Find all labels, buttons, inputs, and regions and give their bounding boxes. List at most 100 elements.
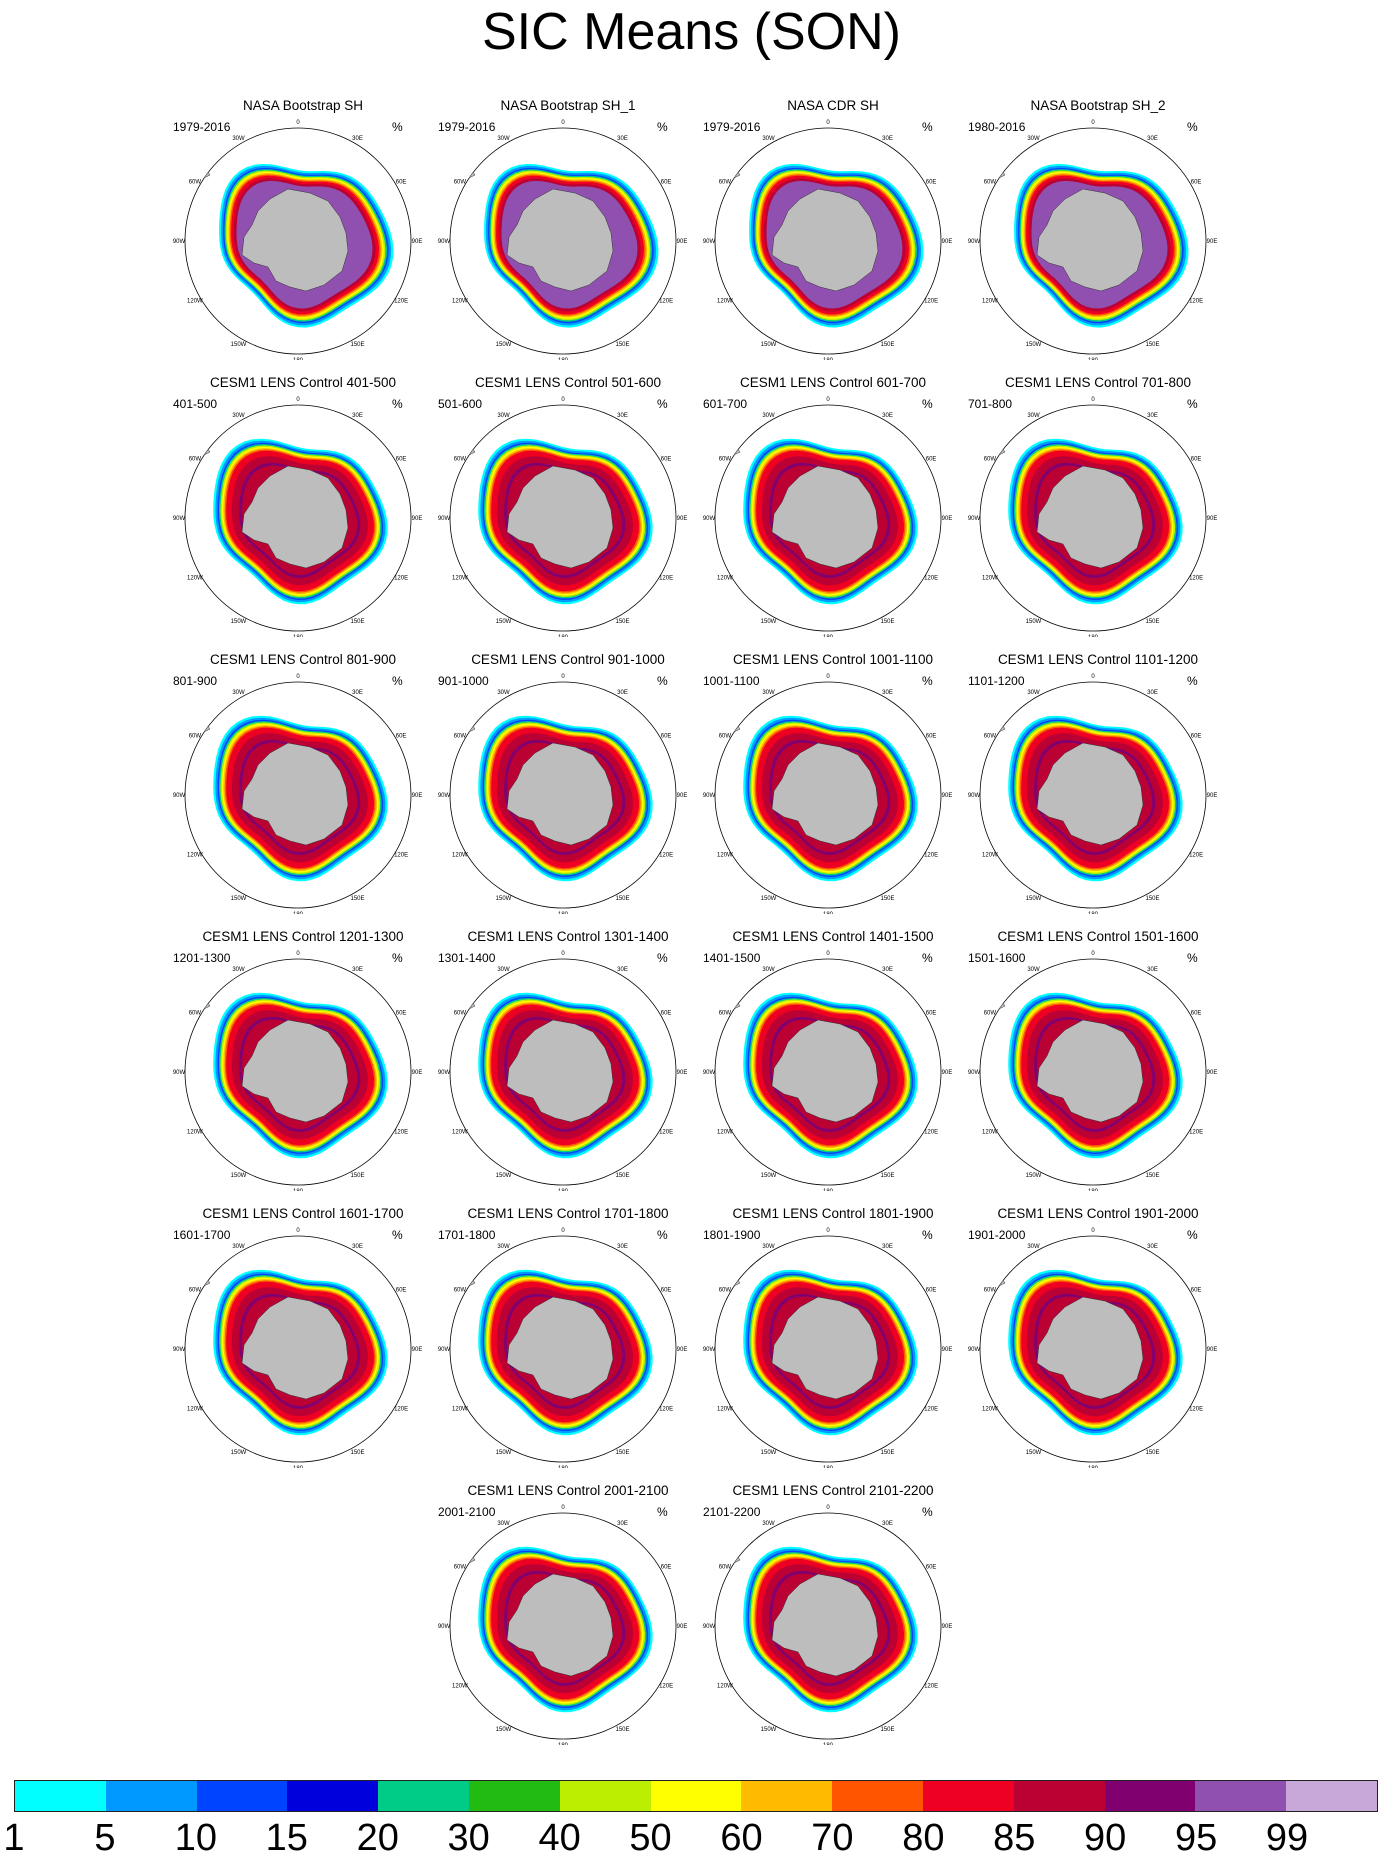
- longitude-label: 60E: [661, 1011, 672, 1017]
- longitude-label: 30E: [352, 690, 363, 696]
- polar-map: 0 30E 60E 90E 120E 150E 180 150W 120W 90W 60W 30W: [173, 951, 423, 1191]
- longitude-label: 90E: [412, 1070, 423, 1076]
- polar-map: 0 30E 60E 90E 120E 150E 180 150W 120W 90W 60W 30W: [438, 397, 687, 637]
- longitude-label: 150E: [880, 896, 894, 902]
- map-panel: 0 30E 60E 90E 120E 150E 180 150W 120W 90W 60W 30W CE…: [438, 929, 698, 1191]
- map-panel: 0 30E 60E 90E 120E 150E 180 150W 120W 90W 60W 30W CE…: [968, 1206, 1228, 1468]
- longitude-label: 150W: [1026, 1450, 1042, 1456]
- map-panel: 0 30E 60E 90E 120E 150E 180 150W 120W 90W 60W 30W NA…: [438, 98, 698, 360]
- panel-unit: %: [1187, 951, 1198, 965]
- longitude-label: 30E: [617, 690, 628, 696]
- panel-title: CESM1 LENS Control 1501-1600: [997, 929, 1199, 944]
- longitude-label: 90W: [173, 239, 186, 245]
- longitude-label: 120E: [659, 576, 673, 582]
- panel-unit: %: [392, 951, 403, 965]
- longitude-label: 0: [826, 951, 830, 957]
- longitude-label: 0: [561, 397, 565, 403]
- panel-unit: %: [922, 951, 933, 965]
- panel-unit: %: [392, 674, 403, 688]
- longitude-label: 60W: [719, 734, 732, 740]
- polar-map: 0 30E 60E 90E 120E 150E 180 150W 120W 90W 60W 30W: [968, 951, 1217, 1191]
- panel-period: 801-900: [173, 674, 218, 688]
- longitude-label: 120W: [982, 299, 998, 305]
- panel-title: NASA CDR SH: [787, 98, 879, 113]
- colorbar-label: 80: [902, 1817, 945, 1859]
- longitude-label: 60W: [984, 1288, 997, 1294]
- longitude-label: 90E: [1207, 1347, 1218, 1353]
- map-panel: 0 30E 60E 90E 120E 150E 180 150W 120W 90W 60W 30W CE…: [438, 375, 698, 637]
- map-panel: 0 30E 60E 90E 120E 150E 180 150W 120W 90W 60W 30W CE…: [703, 375, 963, 637]
- antarctica-landmass: [506, 1019, 614, 1123]
- longitude-label: 120W: [187, 853, 203, 859]
- antarctica-landmass: [771, 188, 879, 292]
- panel-unit: %: [657, 397, 668, 411]
- longitude-label: 60E: [1191, 180, 1202, 186]
- panel-period: 901-1000: [438, 674, 489, 688]
- map-panel: 0 30E 60E 90E 120E 150E 180 150W 120W 90W 60W 30W CE…: [438, 652, 698, 914]
- longitude-label: 60W: [189, 457, 202, 463]
- colorbar-bin: [1104, 1781, 1196, 1811]
- map-panel: 0 30E 60E 90E 120E 150E 180 150W 120W 90W 60W 30W CE…: [968, 929, 1228, 1191]
- antarctica-landmass: [241, 1019, 349, 1123]
- longitude-label: 150W: [761, 1450, 777, 1456]
- longitude-label: 150W: [496, 1173, 512, 1179]
- longitude-label: 60W: [454, 1288, 467, 1294]
- colorbar-bin: [1013, 1781, 1105, 1811]
- polar-map: 0 30E 60E 90E 120E 150E 180 150W 120W 90W 60W 30W: [968, 1228, 1218, 1468]
- longitude-label: 120W: [187, 1130, 203, 1136]
- longitude-label: 0: [1091, 120, 1095, 126]
- longitude-label: 90W: [173, 1347, 186, 1353]
- colorbar-label: 99: [1265, 1817, 1309, 1859]
- antarctica-landmass: [771, 465, 879, 569]
- panel-unit: %: [922, 397, 933, 411]
- longitude-label: 150E: [615, 1727, 629, 1733]
- longitude-label: 60E: [1191, 734, 1202, 740]
- panel-period: 1301-1400: [438, 951, 496, 965]
- longitude-label: 30W: [762, 1244, 775, 1250]
- panel-title: CESM1 LENS Control 1701-1800: [467, 1206, 669, 1221]
- longitude-label: 90E: [942, 1070, 953, 1076]
- longitude-label: 60W: [189, 180, 202, 186]
- longitude-label: 180: [558, 1466, 569, 1468]
- longitude-label: 90E: [1207, 793, 1218, 799]
- longitude-label: 120W: [717, 299, 733, 305]
- map-panel: 0 30E 60E 90E 120E 150E 180 150W 120W 90W 60W 30W CE…: [438, 1483, 698, 1745]
- map-panel: 0 30E 60E 90E 120E 150E 180 150W 120W 90W 60W 30W CE…: [703, 1483, 963, 1745]
- panel-title: CESM1 LENS Control 1901-2000: [997, 1206, 1199, 1221]
- longitude-label: 30W: [232, 413, 245, 419]
- colorbar-bin: [287, 1781, 379, 1811]
- panel-period: 1701-1800: [438, 1228, 496, 1242]
- longitude-label: 150E: [350, 619, 364, 625]
- map-panel: 0 30E 60E 90E 120E 150E 180 150W 120W 90W 60W 30W NA…: [703, 98, 963, 360]
- figure-title: SIC Means (SON): [482, 3, 901, 61]
- longitude-label: 90W: [968, 793, 981, 799]
- panel-period: 601-700: [703, 397, 748, 411]
- longitude-label: 0: [826, 1228, 830, 1234]
- panel-period: 701-800: [968, 397, 1013, 411]
- longitude-label: 150W: [496, 342, 512, 348]
- panel-title: CESM1 LENS Control 1801-1900: [732, 1206, 934, 1221]
- longitude-label: 120E: [394, 299, 408, 305]
- longitude-label: 180: [823, 912, 834, 914]
- panel-unit: %: [1187, 1228, 1198, 1242]
- panel-unit: %: [392, 120, 403, 134]
- longitude-label: 90W: [438, 1070, 451, 1076]
- longitude-label: 90E: [942, 793, 953, 799]
- colorbar-label: 90: [1084, 1817, 1127, 1859]
- longitude-label: 90E: [1207, 516, 1218, 522]
- longitude-label: 30E: [617, 1244, 628, 1250]
- panel-unit: %: [657, 1505, 668, 1519]
- longitude-label: 30E: [1147, 1244, 1158, 1250]
- longitude-label: 30W: [497, 1244, 510, 1250]
- longitude-label: 30W: [497, 136, 510, 142]
- colorbar-bin: [832, 1781, 923, 1811]
- antarctica-landmass: [771, 742, 879, 846]
- panel-unit: %: [1187, 397, 1198, 411]
- antarctica-landmass: [771, 1296, 879, 1400]
- longitude-label: 60W: [984, 457, 997, 463]
- longitude-label: 60W: [454, 1011, 467, 1017]
- longitude-label: 30W: [1027, 967, 1040, 973]
- antarctica-landmass: [506, 742, 614, 846]
- longitude-label: 120W: [452, 1407, 468, 1413]
- longitude-label: 0: [296, 1228, 300, 1234]
